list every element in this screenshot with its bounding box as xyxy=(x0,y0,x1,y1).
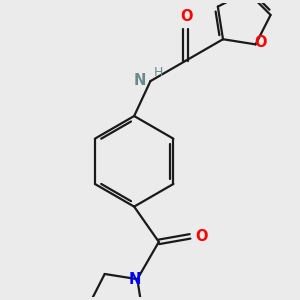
Text: H: H xyxy=(154,66,164,79)
Text: O: O xyxy=(180,9,193,24)
Text: O: O xyxy=(254,34,266,50)
Text: O: O xyxy=(196,229,208,244)
Text: N: N xyxy=(129,272,141,286)
Text: N: N xyxy=(134,73,146,88)
